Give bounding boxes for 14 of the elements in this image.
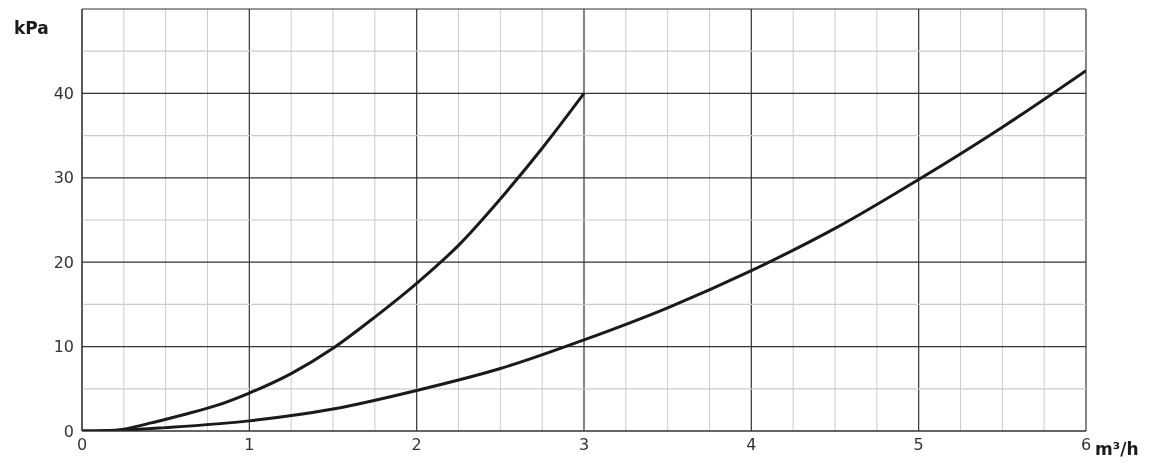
x-tick-label: 4: [746, 435, 757, 455]
y-tick-label: 20: [53, 252, 74, 272]
x-tick-label: 1: [244, 435, 255, 455]
x-tick-label: 6: [1080, 435, 1092, 455]
x-tick-label: 0: [76, 435, 88, 455]
y-tick-label: 10: [53, 337, 74, 357]
y-tick-label: 40: [53, 84, 74, 104]
x-tick-label: 3: [578, 435, 590, 455]
x-tick-label: 5: [913, 435, 924, 455]
y-tick-label: 30: [53, 168, 74, 188]
y-axis-title: kPa: [14, 18, 49, 38]
y-tick-label: 0: [63, 421, 74, 441]
x-tick-label: 2: [411, 435, 422, 455]
x-axis-title: m³/h: [1095, 439, 1139, 459]
